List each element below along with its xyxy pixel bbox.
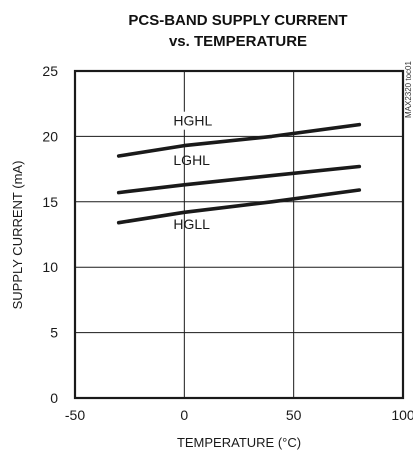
series-label-halo-hghl: [170, 111, 213, 130]
x-tick-label-0: -50: [65, 407, 85, 423]
chart-title-line2: vs. TEMPERATURE: [169, 33, 307, 50]
y-tick-label-4: 20: [42, 128, 58, 144]
series-label-lghl: LGHL: [173, 152, 210, 168]
y-tick-label-3: 15: [42, 194, 58, 210]
y-tick-label-2: 10: [42, 259, 58, 275]
chart-title-line1: PCS-BAND SUPPLY CURRENT: [128, 12, 347, 29]
axis-ticks: -50 0 50 100 0 5 10 15 20 25: [42, 63, 413, 423]
plot-frame: [73, 69, 405, 400]
series-line-hgll: [116, 188, 362, 225]
y-tick-label-1: 5: [50, 325, 58, 341]
y-axis-label: SUPPLY CURRENT (mA): [10, 161, 25, 310]
series-line-lghl: [116, 164, 362, 195]
series-lines: [116, 122, 362, 225]
x-tick-label-2: 50: [286, 407, 302, 423]
series-label-hgll: HGLL: [173, 216, 210, 232]
series-labels: HGHL LGHL HGLL: [170, 111, 213, 232]
y-tick-label-5: 25: [42, 63, 58, 79]
x-tick-label-1: 0: [180, 407, 188, 423]
x-tick-label-3: 100: [391, 407, 413, 423]
chart-id: MAX2320 toc01: [404, 61, 413, 118]
x-axis-label: TEMPERATURE (°C): [177, 435, 301, 450]
y-tick-label-0: 0: [50, 390, 58, 406]
series-line-hghl: [116, 122, 362, 158]
grid: [75, 71, 403, 398]
series-label-hghl: HGHL: [173, 113, 212, 129]
